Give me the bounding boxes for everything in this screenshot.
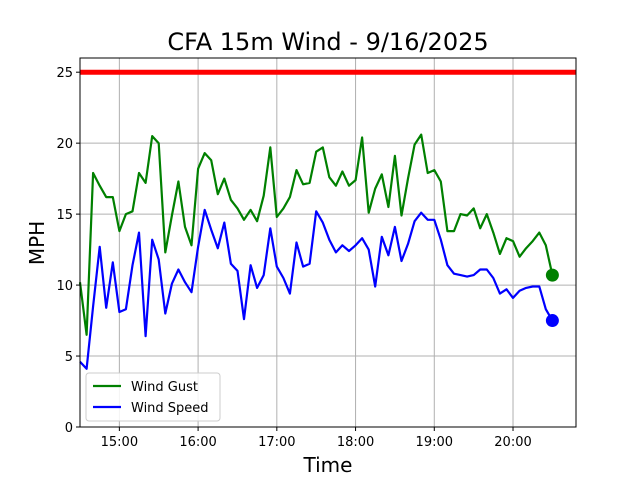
y-axis-label: MPH — [25, 221, 49, 265]
legend-wind-speed-label: Wind Speed — [131, 401, 209, 416]
axis-ticks: 15:00 16:00 17:00 18:00 19:00 20:00 0 5 10 15 20 25 — [56, 66, 531, 450]
x-tick-label: 16:00 — [179, 435, 216, 450]
plot-frame — [79, 57, 577, 428]
x-tick-label: 19:00 — [416, 435, 453, 450]
y-tick-label: 20 — [56, 137, 73, 152]
x-tick-label: 18:00 — [337, 435, 374, 450]
y-tick-label: 5 — [65, 350, 73, 365]
x-axis-label: Time — [303, 453, 353, 477]
wind-speed-line — [79, 208, 554, 370]
chart-title: CFA 15m Wind - 9/16/2025 — [167, 28, 488, 56]
wind-speed-last-point — [545, 314, 559, 328]
y-tick-label: 10 — [56, 279, 73, 294]
y-tick-label: 25 — [56, 66, 73, 81]
x-tick-label: 17:00 — [258, 435, 295, 450]
grid — [80, 58, 576, 428]
legend-wind-gust-label: Wind Gust — [131, 380, 198, 395]
legend: Wind Gust Wind Speed — [85, 372, 221, 422]
x-tick-label: 15:00 — [101, 435, 138, 450]
wind-gust-last-point — [545, 268, 559, 282]
x-tick-label: 20:00 — [494, 435, 531, 450]
wind-gust-line — [78, 133, 554, 336]
y-tick-label: 0 — [65, 421, 73, 436]
y-tick-label: 15 — [56, 208, 73, 223]
